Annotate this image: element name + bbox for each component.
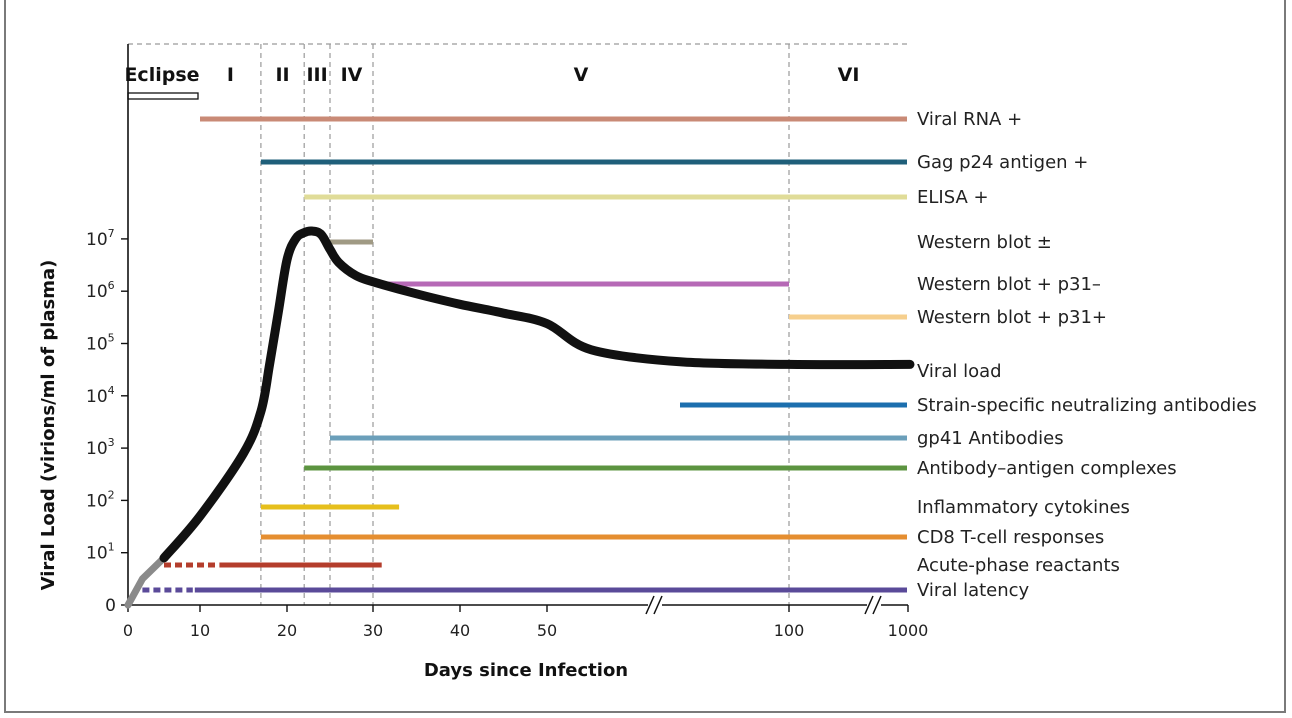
eclipse-bracket [127, 92, 199, 100]
y-tick-exponent: 1 [108, 541, 115, 554]
stage-label-iv: IV [341, 64, 363, 86]
y-tick-label: 106 [86, 279, 115, 302]
x-tick-label: 30 [363, 621, 383, 640]
y-tick-label: 107 [86, 227, 115, 250]
viral-load-curve [159, 226, 915, 563]
y-tick-exponent: 4 [108, 384, 115, 397]
y-tick-base: 10 [86, 387, 108, 407]
label-western-blot-p31: Western blot + p31– [917, 274, 1101, 295]
viral-load-curve-early [124, 554, 168, 609]
y-tick-exponent: 6 [108, 279, 115, 292]
y-tick-base: 10 [86, 282, 108, 302]
y-tick-label: 104 [86, 384, 115, 407]
x-axis-title: Days since Infection [424, 660, 628, 681]
label-strain-specific-neutralizing-antibodies: Strain-specific neutralizing antibodies [917, 395, 1257, 416]
y-tick-label: 103 [86, 436, 115, 459]
label-acute-phase-reactants: Acute-phase reactants [917, 555, 1120, 576]
x-tick-label: 20 [277, 621, 297, 640]
x-tick-label: 40 [450, 621, 470, 640]
label-viral-load: Viral load [917, 361, 1002, 382]
label-viral-latency: Viral latency [917, 580, 1030, 601]
y-tick-label: 102 [86, 488, 115, 511]
y-tick-label: 0 [105, 596, 116, 616]
stage-label-iii: III [306, 64, 327, 86]
y-tick-base: 0 [105, 596, 116, 616]
label-gp41-antibodies: gp41 Antibodies [917, 428, 1064, 449]
stage-label-i: I [227, 64, 234, 86]
x-tick-label: 50 [537, 621, 557, 640]
axis-break-mark [653, 595, 663, 615]
y-axis-title: Viral Load (virions/ml of plasma) [38, 260, 59, 591]
y-tick-exponent: 2 [108, 488, 115, 501]
label-cd8-t-cell-responses: CD8 T-cell responses [917, 527, 1104, 548]
y-tick-base: 10 [86, 335, 108, 355]
x-tick-label: 100 [774, 621, 805, 640]
label-western-blot-p31: Western blot + p31+ [917, 307, 1107, 328]
y-tick-exponent: 3 [108, 436, 115, 449]
label-inflammatory-cytokines: Inflammatory cytokines [917, 497, 1130, 518]
figure-frame [4, 0, 1286, 713]
label-gag-p24-antigen: Gag p24 antigen + [917, 152, 1088, 173]
label-western-blot: Western blot ± [917, 232, 1052, 253]
y-tick-label: 101 [86, 541, 115, 564]
axis-break-mark [645, 595, 655, 615]
stage-label-v: V [574, 64, 589, 86]
y-tick-exponent: 7 [108, 227, 115, 240]
y-tick-exponent: 5 [108, 332, 115, 345]
label-antibody-antigen-complexes: Antibody–antigen complexes [917, 458, 1177, 479]
stage-label-ii: II [275, 64, 289, 86]
y-tick-base: 10 [86, 544, 108, 564]
y-tick-base: 10 [86, 230, 108, 250]
x-tick-label: 10 [190, 621, 210, 640]
label-viral-rna: Viral RNA + [917, 109, 1022, 130]
axis-break-mark [872, 595, 882, 615]
x-tick-label: 1000 [888, 621, 929, 640]
y-tick-base: 10 [86, 491, 108, 511]
label-elisa: ELISA + [917, 187, 989, 208]
stage-label-eclipse: Eclipse [124, 64, 199, 86]
y-tick-label: 105 [86, 332, 115, 355]
y-tick-base: 10 [86, 439, 108, 459]
stage-label-vi: VI [838, 64, 860, 86]
x-tick-label: 0 [123, 621, 133, 640]
axis-break-mark [864, 595, 874, 615]
